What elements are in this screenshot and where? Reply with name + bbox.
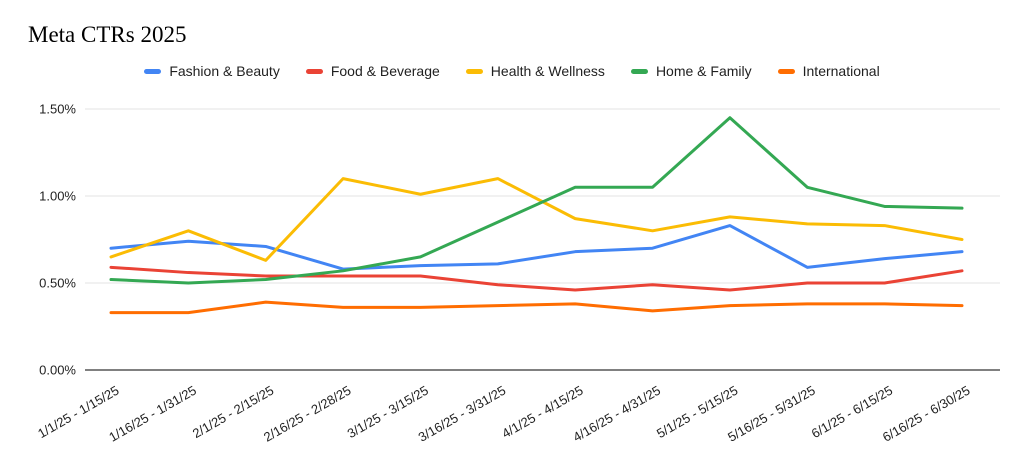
legend-swatch-health-wellness [465,68,483,74]
series-line-food-beverage [109,265,964,292]
legend-label: Health & Wellness [490,63,605,79]
chart-title: Meta CTRs 2025 [28,22,187,47]
legend-swatch-food-beverage [305,68,323,74]
legend-label: International [802,63,880,79]
y-tick-label: 1.50% [39,102,76,117]
legend-item-fashion-beauty: Fashion & Beauty [144,63,280,79]
x-tick-label: 3/16/25 - 3/31/25 [416,383,509,445]
legend-label: Food & Beverage [330,63,440,79]
legend-swatch-international [777,68,795,74]
x-tick-label: 1/16/25 - 1/31/25 [106,383,199,445]
legend-label: Home & Family [655,63,752,79]
legend-label: Fashion & Beauty [169,63,280,79]
series-line-home-family [109,116,964,285]
legend: Fashion & Beauty Food & Beverage Health & … [0,63,1024,79]
legend-item-home-family: Home & Family [630,63,752,79]
x-tick-label: 2/16/25 - 2/28/25 [261,383,354,445]
y-tick-label: 0.00% [39,363,76,378]
x-tick-label: 6/16/25 - 6/30/25 [880,383,973,445]
legend-item-food-beverage: Food & Beverage [305,63,440,79]
series-line-health-wellness [109,177,964,262]
series-line-international [109,300,964,315]
x-tick-label: 5/16/25 - 5/31/25 [725,383,818,445]
series-line-fashion-beauty [109,224,964,271]
legend-swatch-fashion-beauty [144,68,162,74]
y-tick-label: 1.00% [39,189,76,204]
legend-swatch-home-family [630,68,648,74]
x-tick-label: 4/16/25 - 4/31/25 [570,383,663,445]
legend-item-international: International [777,63,880,79]
legend-item-health-wellness: Health & Wellness [465,63,605,79]
y-tick-label: 0.50% [39,276,76,291]
